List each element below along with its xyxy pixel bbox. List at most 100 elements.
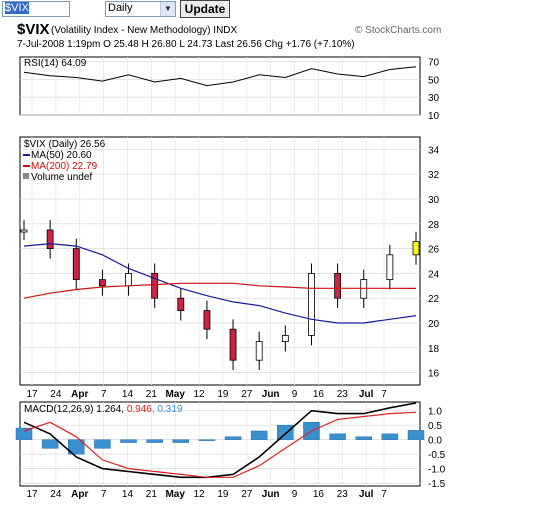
symbol-input-value: $VIX (5, 2, 29, 14)
x-tick-label-bottom: 7 (101, 489, 107, 500)
price-y-tick: 20 (428, 319, 440, 330)
x-tick-label-top: 23 (337, 389, 349, 400)
x-tick-label-top: 12 (194, 389, 206, 400)
macd-panel: 1.0 0.5 0.0 -0.5 -1.0 -1.5 MACD(12,26,9) 1.264… (15, 401, 446, 490)
macd-y-tick: 1.0 (428, 407, 442, 418)
price-candle (281, 334, 289, 342)
macd-y-tick: -1.5 (428, 479, 446, 490)
volume-legend: Volume undef (31, 172, 92, 183)
x-tick-label-top: 19 (217, 389, 229, 400)
period-select-value: Daily (108, 2, 133, 14)
x-tick-label-bottom: 24 (50, 489, 62, 500)
price-candle (334, 272, 342, 299)
macd-label-prefix: MACD(12,26,9) 1.264, (24, 404, 127, 415)
ma50-legend: MA(50) 20.60 (31, 150, 92, 161)
header-quote: 7-Jul-2008 1:19pm O 25.48 H 26.80 L 24.7… (17, 39, 355, 50)
rsi-y-tick: 30 (428, 93, 440, 104)
x-tick-label-top: 14 (122, 389, 134, 400)
macd-histogram-bar (250, 430, 268, 440)
price-candle (72, 248, 80, 281)
price-candle (203, 310, 211, 330)
macd-line (23, 402, 417, 479)
rsi-y-tick: 70 (428, 57, 440, 68)
x-tick-label-top: Jun (262, 389, 280, 400)
rsi-y-tick: 50 (428, 75, 440, 86)
x-tick-label-top: 7 (101, 389, 107, 400)
x-tick-label-bottom: Jun (262, 489, 280, 500)
macd-histogram-bar (15, 427, 33, 440)
rsi-frame (19, 56, 421, 116)
ma200-line (23, 282, 417, 299)
signal-line (23, 411, 417, 478)
volume-swatch (23, 173, 29, 179)
price-candle (386, 254, 394, 281)
price-label: $VIX (Daily) 26.56 (24, 139, 106, 150)
ma200-legend: MA(200) 22.79 (31, 161, 98, 172)
x-tick-label-bottom: 14 (122, 489, 134, 500)
x-tick-label-bottom: 9 (292, 489, 298, 500)
price-candle (360, 279, 368, 299)
price-y-tick: 18 (428, 344, 440, 355)
x-tick-label-bottom: 7 (381, 489, 387, 500)
macd-hist-value: , 0.319 (152, 404, 183, 415)
macd-frame (19, 401, 421, 487)
price-candle (99, 279, 106, 287)
price-y-tick: 16 (428, 369, 440, 380)
price-candle (412, 241, 420, 256)
price-y-tick: 28 (428, 220, 440, 231)
chart-header: $VIX (Volatility Index - New Methodology)… (17, 21, 441, 50)
macd-y-tick: 0.0 (428, 436, 442, 447)
x-tick-label-top: 7 (381, 389, 387, 400)
rsi-line (23, 66, 417, 87)
x-tick-label-bottom: 19 (217, 489, 229, 500)
price-y-tick: 32 (428, 170, 440, 181)
period-select[interactable]: Daily ▼ (105, 1, 176, 17)
price-candle (308, 272, 315, 336)
x-tick-label-bottom: 16 (313, 489, 325, 500)
macd-histogram-bar (407, 430, 425, 440)
macd-histogram-bar (355, 436, 372, 440)
x-tick-label-top: 9 (292, 389, 298, 400)
macd-histogram-bar (172, 439, 190, 443)
x-tick-label-top: 16 (313, 389, 325, 400)
x-tick-label-top: Apr (71, 389, 88, 400)
macd-histogram-bar (277, 424, 294, 440)
macd-histogram-bar (146, 439, 163, 443)
x-tick-label-bottom: 27 (241, 489, 253, 500)
price-y-tick: 34 (428, 145, 440, 156)
rsi-y-tick: 10 (428, 111, 440, 122)
price-y-tick: 24 (428, 269, 440, 280)
macd-histogram-bar (68, 439, 85, 455)
price-candle (46, 229, 54, 250)
price-y-tick: 26 (428, 245, 440, 256)
macd-y-tick: -1.0 (428, 465, 446, 476)
update-button[interactable]: Update (180, 0, 230, 18)
macd-histogram-bar (120, 439, 137, 443)
rsi-label: RSI(14) 64.09 (24, 58, 87, 69)
macd-histogram-bar (224, 436, 242, 440)
price-candle (229, 328, 237, 361)
x-tick-label-bottom: 12 (194, 489, 206, 500)
price-frame (19, 136, 421, 386)
macd-y-tick: -0.5 (428, 450, 446, 461)
x-tick-label-bottom: Apr (71, 489, 88, 500)
macd-label: MACD(12,26,9) 1.264, 0.946, 0.319 (24, 404, 183, 415)
macd-histogram-bar (41, 439, 59, 449)
price-candle (255, 341, 263, 361)
ma50-line (23, 242, 417, 324)
x-tick-label-bottom: May (165, 489, 185, 500)
chevron-down-icon[interactable]: ▼ (160, 2, 175, 16)
x-tick-label-top: 17 (26, 389, 38, 400)
brand-logo: © StockCharts.com (355, 25, 441, 36)
macd-histogram-bar (329, 433, 346, 440)
x-tick-label-top: Jul (359, 389, 374, 400)
symbol-input[interactable]: $VIX (2, 1, 70, 17)
macd-histogram-bar (381, 433, 399, 440)
price-y-tick: 30 (428, 195, 440, 206)
x-tick-label-bottom: Jul (359, 489, 374, 500)
header-name: (Volatility Index - New Methodology) IND… (51, 25, 238, 36)
price-candle (151, 272, 159, 299)
price-y-tick: 22 (428, 294, 440, 305)
